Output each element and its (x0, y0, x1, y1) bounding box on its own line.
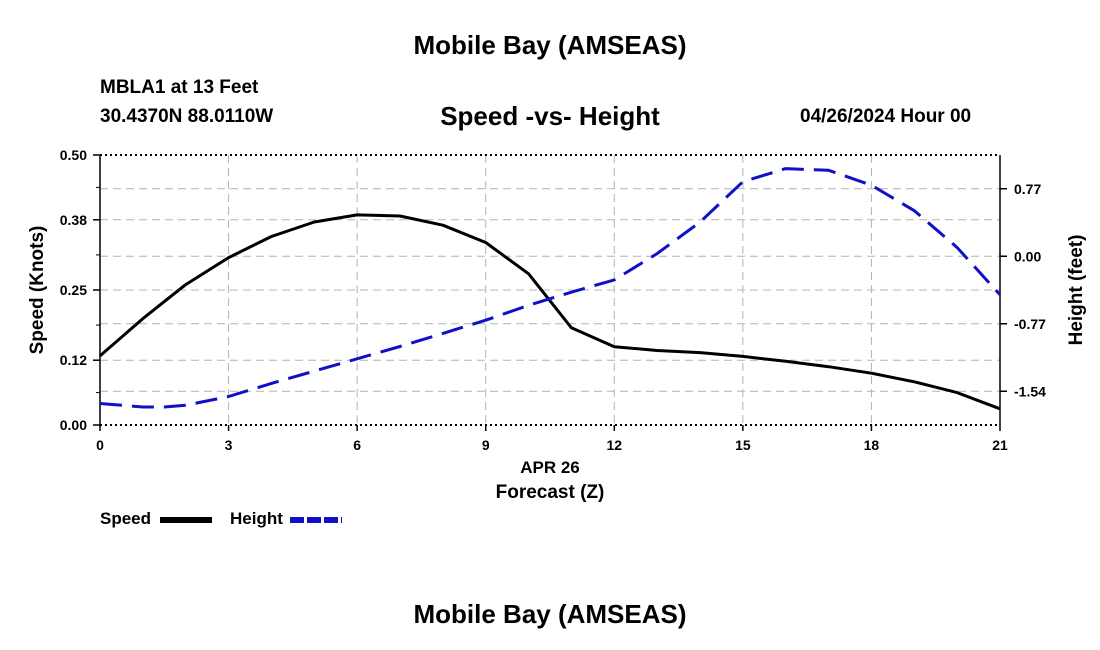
x-tick-label: 12 (606, 437, 622, 453)
x-tick-label: 15 (735, 437, 751, 453)
y-tick-label: 0.38 (60, 212, 87, 228)
x-tick-label: 3 (225, 437, 233, 453)
footer-title: Mobile Bay (AMSEAS) (413, 599, 687, 629)
legend-height-label: Height (230, 509, 283, 528)
chart-title: Speed -vs- Height (440, 101, 660, 131)
y2-tick-label: -1.54 (1014, 383, 1046, 399)
legend-speed-label: Speed (100, 509, 152, 528)
x-tick-label: 18 (864, 437, 880, 453)
y-axis-title: Speed (Knots) (27, 226, 48, 355)
y2-axis-title: Height (feet) (1066, 235, 1087, 346)
station-coordinates: 30.4370N 88.0110W (100, 106, 274, 127)
y2-tick-label: 0.00 (1014, 248, 1041, 264)
x-tick-label: 6 (353, 437, 361, 453)
x-tick-label: 9 (482, 437, 490, 453)
y-tick-label: 0.12 (60, 352, 87, 368)
y-tick-label: 0.25 (60, 282, 87, 298)
x-tick-label: 21 (992, 437, 1008, 453)
y2-tick-label: -0.77 (1014, 316, 1046, 332)
y-tick-label: 0.00 (60, 417, 87, 433)
series-line-speed (99, 213, 1001, 411)
y-tick-label: 0.50 (60, 147, 87, 163)
x-tick-label: 0 (96, 437, 104, 453)
x-axis-date-label: APR 26 (520, 458, 580, 477)
station-label: MBLA1 at 13 Feet (100, 77, 259, 98)
x-axis-title: Forecast (Z) (495, 482, 605, 503)
y2-tick-label: 0.77 (1014, 181, 1041, 197)
series-line-height (99, 167, 1002, 409)
forecast-datetime: 04/26/2024 Hour 00 (800, 106, 972, 127)
page-title: Mobile Bay (AMSEAS) (413, 30, 687, 60)
